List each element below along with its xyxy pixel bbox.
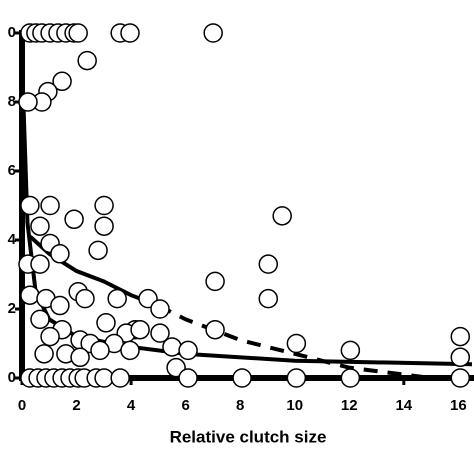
point [68,23,88,43]
x-axis-label: Relative clutch size [170,427,327,446]
point [96,313,116,333]
point [52,71,72,92]
point [40,195,60,216]
point [450,368,471,388]
point [178,368,198,388]
point [232,368,252,388]
x-tick-label: 6 [181,397,189,414]
point [120,23,140,43]
point [258,254,279,274]
point [70,347,90,368]
point [50,295,70,316]
x-tick-label: 10 [286,397,303,414]
point [286,368,307,388]
point [94,368,114,388]
x-tick-label: 12 [341,397,358,414]
y-tick-label: 8 [8,93,16,110]
point [88,240,108,261]
point [340,340,361,361]
point [272,206,292,226]
point [130,319,150,340]
point [75,288,95,309]
point [30,254,50,274]
x-tick-label: 0 [18,397,26,414]
fit-line [157,303,432,380]
point [30,216,50,236]
point [20,285,40,305]
point [150,323,170,343]
x-tick-label: 14 [395,397,412,414]
point [178,340,198,361]
point [77,50,97,71]
point [30,309,50,330]
x-tick-label: 16 [450,397,467,414]
x-tick-label: 8 [236,397,244,414]
point [120,340,140,361]
y-tick-label: 6 [8,162,16,179]
point [50,244,70,264]
point [286,333,307,354]
point [150,299,170,319]
point [94,216,114,236]
point [203,23,223,43]
point [107,288,127,309]
point [205,319,225,340]
point [64,209,84,230]
x-tick-label: 4 [127,397,136,414]
point [90,340,110,361]
point [450,326,471,347]
point [34,344,54,364]
point [258,288,279,309]
y-tick-label: 4 [8,231,17,248]
fit-line [21,101,473,367]
y-tick-label: 2 [8,300,16,317]
y-tick-label: 0 [8,369,16,386]
point [40,326,60,347]
x-tick-label: 2 [72,397,80,414]
point [450,347,471,368]
point [20,195,40,216]
point [340,368,361,388]
point [94,195,114,216]
point [110,368,130,388]
point [18,92,38,112]
point [162,337,182,357]
point [205,271,225,292]
y-tick-label: 0 [8,24,16,41]
